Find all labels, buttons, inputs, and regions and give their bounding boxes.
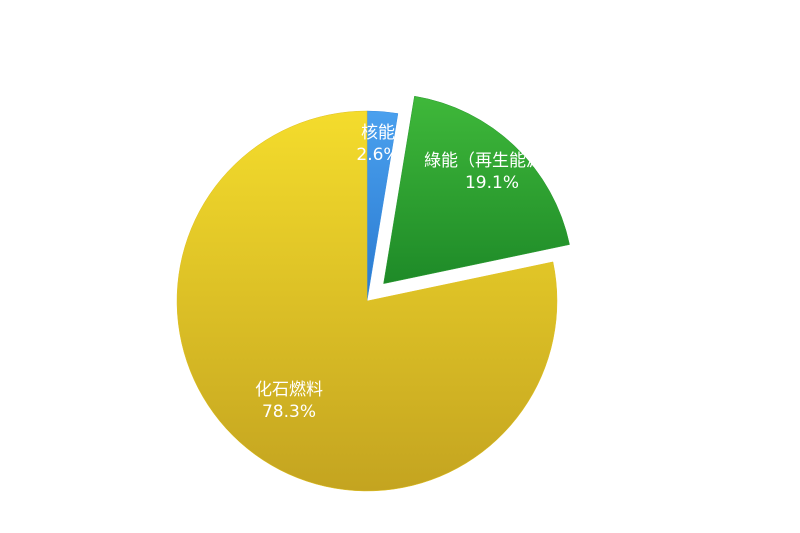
pie-slices bbox=[176, 95, 570, 492]
pie-slice-2 bbox=[383, 95, 570, 284]
slice-label-2: 綠能（再生能源） 19.1% bbox=[424, 151, 560, 193]
slice-percent-1: 2.6% bbox=[356, 145, 399, 165]
pie-slice-3 bbox=[176, 110, 558, 492]
slice-label-1: 核能 2.6% bbox=[356, 123, 399, 165]
slice-name-3: 化石燃料 bbox=[255, 380, 323, 400]
pie-labels: 核能 2.6% 綠能（再生能源） 19.1% 化石燃料 78.3% bbox=[255, 123, 560, 422]
slice-name-1: 核能 bbox=[361, 123, 395, 143]
slice-percent-2: 19.1% bbox=[465, 173, 519, 193]
slice-name-2: 綠能（再生能源） bbox=[424, 151, 560, 171]
slice-percent-3: 78.3% bbox=[262, 402, 316, 422]
slice-label-3: 化石燃料 78.3% bbox=[255, 380, 323, 422]
